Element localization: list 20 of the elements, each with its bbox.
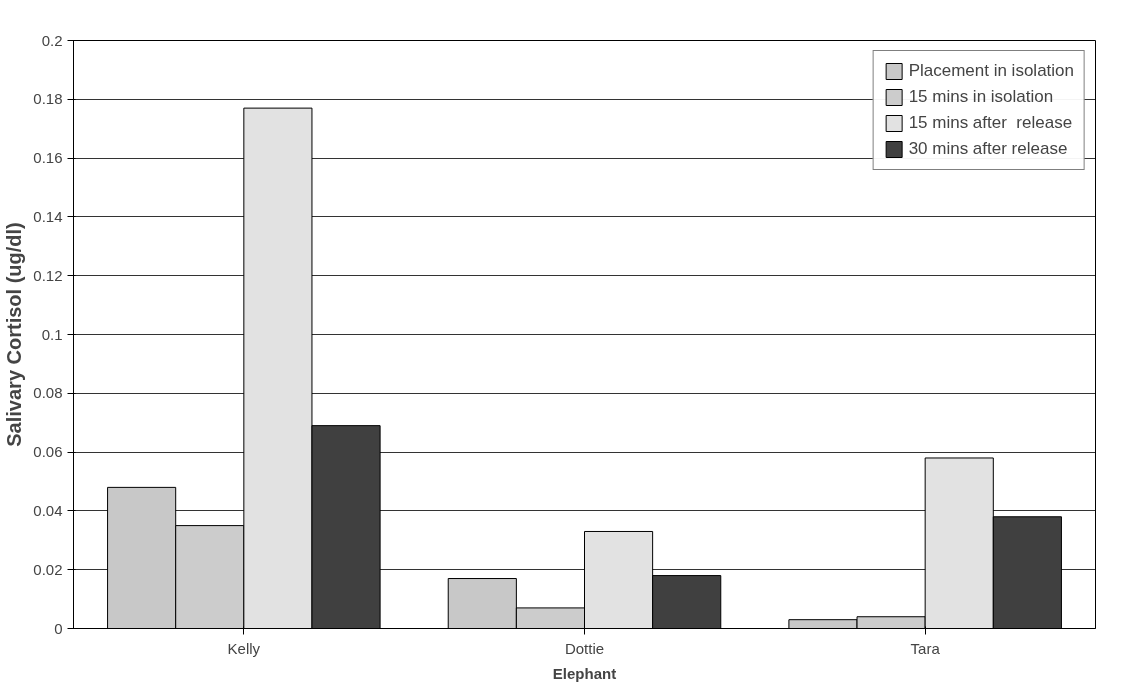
y-axis-title: Salivary Cortisol (ug/dl) bbox=[3, 222, 26, 447]
legend-label: 30 mins after release bbox=[908, 139, 1068, 159]
y-tick-label: 0.12 bbox=[33, 266, 63, 284]
y-tick-label: 0.14 bbox=[33, 207, 63, 225]
y-tick-label: 0.1 bbox=[41, 325, 63, 343]
y-tick-label: 0.2 bbox=[41, 31, 63, 49]
y-tick-label: 0.18 bbox=[33, 90, 63, 108]
y-tick-label: 0.04 bbox=[33, 501, 63, 519]
y-tick-label: 0.06 bbox=[33, 443, 63, 461]
y-tick-label: 0.02 bbox=[33, 560, 63, 578]
y-tick-label: 0 bbox=[54, 619, 63, 637]
y-tick-label: 0.08 bbox=[33, 384, 63, 402]
legend-label: Placement in isolation bbox=[908, 61, 1074, 81]
legend-label: 15 mins in isolation bbox=[908, 87, 1054, 107]
x-tick-label: Kelly bbox=[227, 639, 261, 657]
x-tick-label: Tara bbox=[910, 639, 941, 657]
x-axis-title: Elephant bbox=[552, 664, 617, 682]
legend-label: 15 mins after release bbox=[908, 113, 1073, 133]
x-tick-label: Dottie bbox=[564, 639, 605, 657]
y-tick-label: 0.16 bbox=[33, 149, 63, 167]
